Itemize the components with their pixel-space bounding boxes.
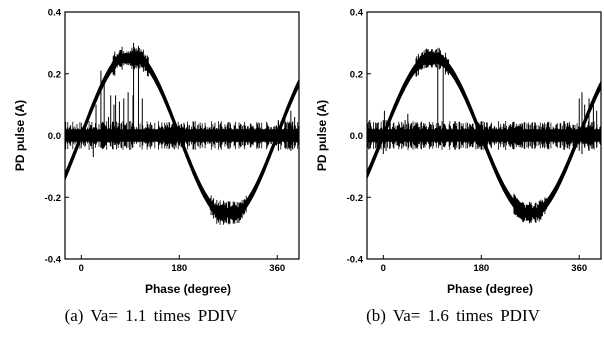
y-tick-label-b-2: 0.0	[350, 131, 363, 142]
x-tick-label-a-2: 360	[269, 263, 285, 274]
y-tick-label-a-2: 0.0	[48, 131, 61, 142]
x-tick-label-b-1: 180	[473, 263, 489, 274]
y-tick-label-a-0: 0.4	[48, 8, 62, 19]
x-axis-label-a: Phase (degree)	[145, 282, 231, 296]
x-axis-label-b: Phase (degree)	[447, 282, 533, 296]
chart-panel-b: 0.4 0.2 0.0 -0.2 -0.4 0 180 360 Phase (degree) PD…	[302, 0, 604, 338]
prpd-chart-b: 0.4 0.2 0.0 -0.2 -0.4 0 180 360 Phase (degree) PD…	[315, 8, 602, 296]
y-tick-label-b-4: -0.4	[347, 255, 364, 266]
y-tick-label-a-4: -0.4	[45, 255, 62, 266]
y-axis-label-b: PD pulse (A)	[315, 100, 329, 171]
y-tick-label-a-3: -0.2	[45, 193, 61, 204]
y-tick-label-b-0: 0.4	[350, 8, 364, 19]
prpd-chart-a: 0.4 0.2 0.0 -0.2 -0.4 0 180 360 Phase (degree) PD…	[13, 8, 300, 296]
x-tick-label-b-2: 360	[571, 263, 587, 274]
sine-peak-noise	[111, 46, 247, 225]
y-axis-label-a: PD pulse (A)	[13, 100, 27, 171]
y-tick-label-b-3: -0.2	[347, 193, 363, 204]
caption-b: (b) Va= 1.6 times PDIV	[366, 306, 540, 325]
x-tick-label-a-0: 0	[79, 263, 84, 274]
y-tick-label-b-1: 0.2	[350, 69, 363, 80]
y-tick-label-a-1: 0.2	[48, 69, 61, 80]
chart-panel-a: 0.4 0.2 0.0 -0.2 -0.4 0 180 360 Phase (degree) PD…	[13, 8, 300, 325]
x-tick-label-b-0: 0	[381, 263, 386, 274]
caption-a: (a) Va= 1.1 times PDIV	[64, 306, 238, 325]
x-tick-label-a-1: 180	[171, 263, 187, 274]
